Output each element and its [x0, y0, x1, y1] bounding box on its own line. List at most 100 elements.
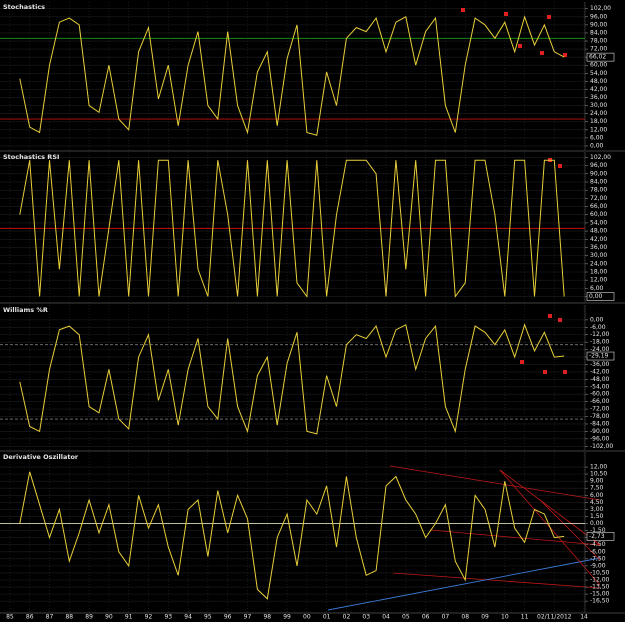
y-tick-label: 78,00 [590, 38, 607, 45]
signal-marker [548, 314, 552, 318]
y-tick-label: -42,00 [590, 368, 610, 375]
y-tick-label: 1,50 [590, 513, 604, 520]
x-tick-label: 95 [204, 614, 212, 621]
trendline [389, 465, 601, 501]
y-tick-label: 48,00 [590, 228, 607, 235]
oscillator-line [19, 323, 565, 435]
y-tick-label: -7,50 [590, 555, 606, 562]
y-tick-label: -66,00 [590, 398, 610, 405]
x-tick-label: 07 [442, 614, 450, 621]
x-tick-label: 90 [105, 614, 113, 621]
y-tick-label: -84,00 [590, 420, 610, 427]
signal-marker [518, 44, 522, 48]
y-tick-label: -6,00 [590, 548, 606, 555]
x-tick-label: 01 [323, 614, 331, 621]
signal-marker [543, 370, 547, 374]
y-tick-label: 30,00 [590, 102, 607, 109]
trendline [327, 557, 601, 611]
x-tick-label: 89 [85, 614, 93, 621]
x-tick-label: 92 [145, 614, 153, 621]
y-tick-label: 0,00 [590, 142, 604, 149]
y-tick-label: -18,00 [590, 339, 610, 346]
panel-title: Derivative Oszillator [3, 453, 79, 461]
y-tick-label: 78,00 [590, 187, 607, 194]
x-tick-label: 87 [46, 614, 54, 621]
y-tick-label: 9,00 [590, 478, 604, 485]
signal-marker [563, 53, 567, 57]
trendline [392, 572, 601, 589]
x-tick-label: 85 [6, 614, 14, 621]
x-tick-label: 86 [26, 614, 34, 621]
y-tick-label: 12,00 [590, 126, 607, 133]
x-tick-label: 02/11/2012 [537, 614, 572, 621]
x-tick-label: 06 [422, 614, 430, 621]
current-value-box [586, 52, 615, 62]
trendline [429, 529, 601, 546]
y-tick-label: 84,00 [590, 29, 607, 36]
y-tick-label: -1,50 [590, 527, 606, 534]
y-tick-label: 42,00 [590, 236, 607, 243]
y-tick-label: -78,00 [590, 413, 610, 420]
y-tick-label: 0,00 [590, 520, 604, 527]
x-tick-label: 94 [184, 614, 192, 621]
y-tick-label: 18,00 [590, 118, 607, 125]
x-tick-label: 03 [362, 614, 370, 621]
y-tick-label: 12,00 [590, 277, 607, 284]
y-tick-label: 84,00 [590, 179, 607, 186]
y-tick-label: 4,50 [590, 499, 604, 506]
y-tick-label: -9,00 [590, 562, 606, 569]
trendlines [327, 8, 601, 611]
y-tick-label: -13,50 [590, 584, 610, 591]
y-tick-label: -36,00 [590, 361, 610, 368]
y-tick-label: 96,00 [590, 162, 607, 169]
y-tick-label: 54,00 [590, 70, 607, 77]
y-tick-label: 66,00 [590, 203, 607, 210]
y-tick-label: 102,00 [590, 5, 611, 12]
x-tick-label: 96 [224, 614, 232, 621]
current-value-label: 66,02 [589, 54, 606, 61]
y-tick-label: -54,00 [590, 383, 610, 390]
y-tick-label: -12,00 [590, 331, 610, 338]
x-tick-label: 99 [283, 614, 291, 621]
signal-marker [547, 15, 551, 19]
y-tick-label: 24,00 [590, 260, 607, 267]
x-tick-label: 98 [263, 614, 271, 621]
current-value-box [586, 351, 615, 361]
y-tick-label: -24,00 [590, 346, 610, 353]
current-value-box [586, 532, 615, 541]
y-tick-label: 6,00 [590, 134, 604, 141]
panel-title: Stochastics [3, 3, 45, 11]
y-tick-label: 60,00 [590, 211, 607, 218]
trendline [499, 469, 601, 546]
x-tick-label: 05 [402, 614, 410, 621]
current-value-label: 0,00 [589, 293, 603, 300]
x-tick-label: 09 [481, 614, 489, 621]
x-tick-label: 11 [521, 614, 529, 621]
y-tick-label: 30,00 [590, 252, 607, 259]
y-tick-label: 90,00 [590, 21, 607, 28]
y-tick-label: 18,00 [590, 269, 607, 276]
y-tick-label: -96,00 [590, 435, 610, 442]
signal-marker [461, 8, 465, 12]
x-tick-label: 08 [461, 614, 469, 621]
current-value-label: -29,19 [589, 353, 609, 360]
y-tick-label: 72,00 [590, 46, 607, 53]
oscillator-line [19, 471, 565, 600]
y-tick-label: 6,00 [590, 285, 604, 292]
signal-marker [558, 164, 562, 168]
y-tick-label: -102,00 [590, 443, 613, 450]
y-tick-label: 7,50 [590, 485, 604, 492]
y-tick-label: -16,50 [590, 598, 610, 605]
signal-marker [540, 51, 544, 55]
y-tick-label: -48,00 [590, 376, 610, 383]
y-tick-label: 72,00 [590, 195, 607, 202]
x-tick-label: 88 [65, 614, 73, 621]
signal-marker [504, 12, 508, 16]
y-tick-label: 60,00 [590, 62, 607, 69]
current-value-label: -2,73 [589, 533, 605, 540]
current-value-box [586, 292, 615, 301]
signal-marker [563, 370, 567, 374]
y-tick-label: 102,00 [590, 154, 611, 161]
